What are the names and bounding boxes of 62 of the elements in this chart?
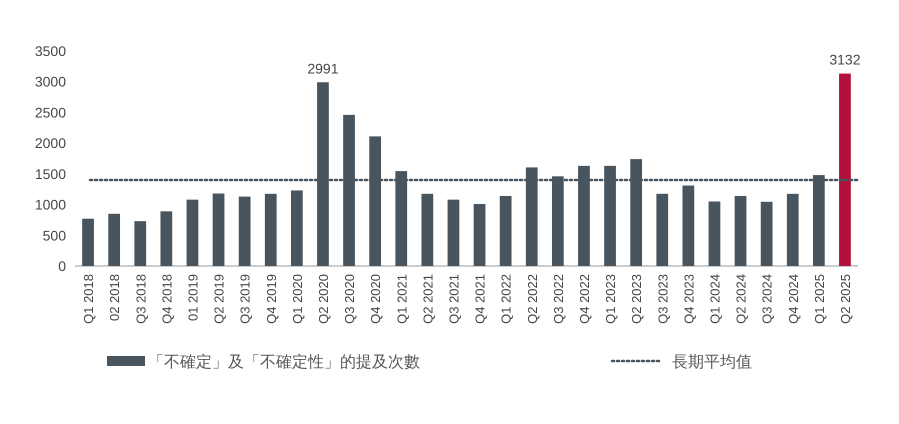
y-tick-label: 500 [42, 227, 66, 244]
bar [82, 218, 94, 266]
x-tick-label: Q3 2018 [133, 274, 148, 324]
x-tick-label: Q4 2018 [159, 274, 174, 324]
legend-label: 長期平均值 [672, 353, 752, 371]
x-tick-label: Q1 2018 [81, 274, 96, 324]
x-tick-label: Q3 2022 [550, 274, 566, 324]
y-tick-label: 3000 [34, 74, 66, 90]
x-tick-label: Q4 2023 [681, 274, 696, 324]
bar [682, 186, 694, 266]
bar [448, 200, 460, 266]
bar [186, 200, 198, 266]
bar [238, 196, 251, 266]
x-tick-label: Q4 2024 [786, 274, 801, 324]
data-label: 3132 [829, 52, 861, 68]
bar [134, 221, 146, 266]
x-tick-label: Q1 2020 [290, 274, 305, 324]
x-tick-label: 02 2018 [107, 274, 122, 321]
x-tick-label: Q2 2025 [838, 274, 853, 324]
x-tick-label: Q2 2023 [629, 274, 644, 324]
x-tick-label: Q2 2024 [734, 274, 749, 324]
data-label: 2991 [307, 60, 339, 76]
x-tick-label: Q1 2021 [394, 274, 410, 324]
bar [760, 202, 773, 266]
bar [474, 204, 486, 266]
x-tick-label: Q1 2023 [603, 274, 618, 324]
y-tick-label: 0 [58, 258, 66, 274]
x-tick-label: Q1 2025 [812, 274, 827, 324]
y-tick-label: 2500 [34, 104, 66, 120]
x-tick-label: 01 2019 [185, 274, 200, 321]
x-tick-label: Q4 2020 [368, 274, 384, 324]
bar [421, 194, 434, 266]
legend-label: 「不確定」及「不確定性」的提及次數 [148, 353, 420, 371]
bar [108, 214, 120, 266]
bar [290, 190, 303, 266]
x-tick-label: Q4 2021 [472, 274, 488, 324]
x-tick-label: Q3 2024 [760, 274, 775, 324]
x-tick-label: Q2 2020 [316, 274, 331, 324]
bar [160, 211, 172, 266]
x-tick-label: Q2 2021 [420, 274, 436, 324]
y-tick-label: 2000 [34, 135, 66, 152]
x-tick-label: Q3 2023 [655, 274, 670, 324]
x-tick-label: Q2 2022 [524, 274, 540, 324]
bar [656, 194, 668, 266]
x-tick-label: Q3 2019 [238, 274, 253, 324]
bar [734, 196, 746, 266]
x-tick-label: Q3 2021 [446, 274, 462, 324]
y-tick-label: 3500 [34, 43, 66, 59]
y-tick-label: 1500 [34, 166, 66, 182]
bar [839, 74, 851, 266]
x-tick-label: Q4 2019 [264, 274, 279, 324]
y-tick-label: 1000 [34, 196, 66, 213]
bar [264, 194, 277, 266]
x-tick-label: Q1 2024 [707, 274, 722, 324]
x-tick-label: Q3 2020 [342, 274, 358, 324]
x-tick-label: Q4 2022 [576, 274, 592, 324]
x-tick-label: Q1 2022 [498, 274, 514, 324]
bar [212, 194, 224, 266]
bar [500, 196, 512, 266]
x-tick-label: Q2 2019 [212, 274, 227, 324]
bar [708, 202, 720, 266]
bar [786, 194, 799, 266]
